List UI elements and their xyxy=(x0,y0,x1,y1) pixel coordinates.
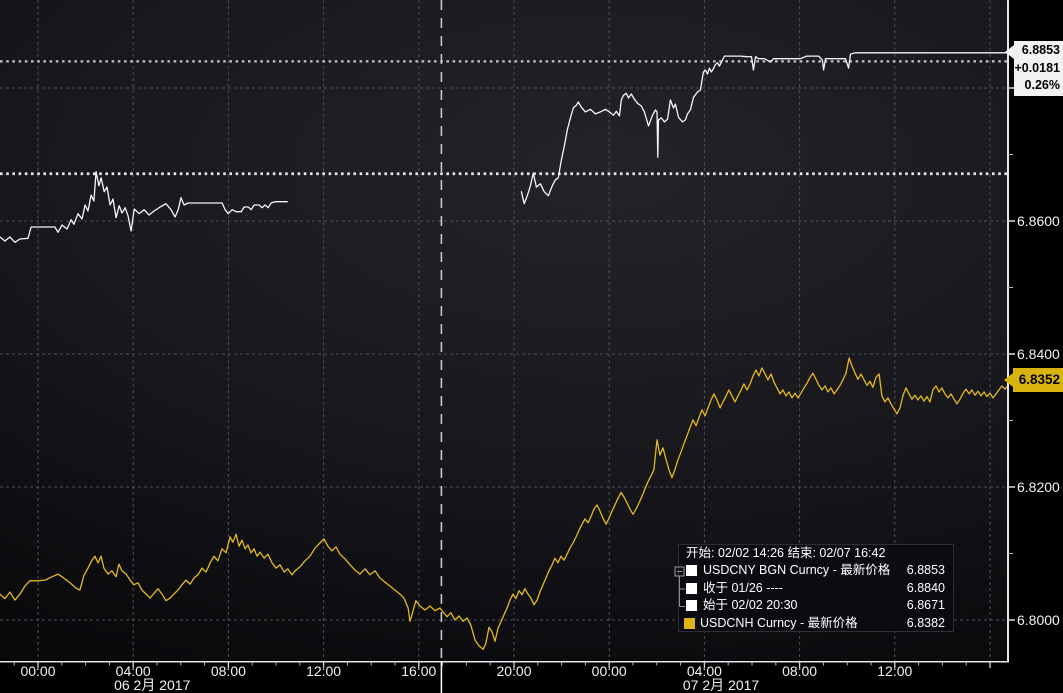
legend-time-range: 开始: 02/02 14:26 结束: 02/07 16:42 xyxy=(686,546,886,560)
usdcnh-price-tag: 6.8352 xyxy=(1004,368,1063,392)
usdcny-last-price: 6.8853 xyxy=(1021,43,1060,57)
legend-value: 6.8840 xyxy=(906,580,945,595)
close-line-swatch xyxy=(686,582,697,594)
x-axis-label: 04:00 xyxy=(115,663,151,679)
legend-label: USDCNY BGN Curncy - 最新价格 xyxy=(703,563,891,578)
usdcny-series-line xyxy=(0,171,288,243)
x-axis-label: 00:00 xyxy=(20,663,56,679)
x-axis-label: 16:00 xyxy=(401,663,437,679)
legend-value: 6.8671 xyxy=(906,598,945,613)
usdcny-net-change: +0.0181 xyxy=(1014,60,1060,75)
legend-label: 始于 02/02 20:30 xyxy=(703,598,798,613)
x-axis-label: 08:00 xyxy=(210,663,246,679)
usdcny-swatch xyxy=(686,565,697,577)
y-axis-label: 6.8400 xyxy=(1017,346,1060,362)
legend-row-close-0126[interactable]: 收于 01/26 ---- 6.8840 xyxy=(679,580,953,597)
x-axis-date-label: 07 2月 2017 xyxy=(682,677,760,693)
x-axis-label: 00:00 xyxy=(591,663,627,679)
legend-row-usdcny[interactable]: USDCNY BGN Curncy - 最新价格 6.8853 xyxy=(679,562,953,579)
usdcny-series-line xyxy=(520,52,1007,205)
x-axis-label: 12:00 xyxy=(877,663,913,679)
axis-frame xyxy=(0,0,1015,693)
chart-legend-panel[interactable]: 开始: 02/02 14:26 结束: 02/07 16:42 USDCNY B… xyxy=(674,544,954,632)
x-axis-date-label: 06 2月 2017 xyxy=(114,677,191,693)
x-axis-label: 08:00 xyxy=(782,663,818,679)
legend-value: 6.8382 xyxy=(906,615,945,630)
usdcny-price-tag: 6.8853 +0.0181 0.26% xyxy=(1005,41,1063,96)
x-axis-label: 12:00 xyxy=(306,663,342,679)
x-axis-label: 04:00 xyxy=(686,663,722,679)
y-axis-label: 6.8200 xyxy=(1017,479,1060,495)
series-lines xyxy=(0,52,1007,650)
gridlines xyxy=(0,0,1007,661)
usdcnh-last-price: 6.8352 xyxy=(1018,372,1060,387)
open-line-swatch xyxy=(686,600,697,612)
legend-tree-expander-icon[interactable] xyxy=(674,563,692,615)
legend-row-usdcnh[interactable]: USDCNH Curncy - 最新价格 6.8382 xyxy=(679,615,953,632)
legend-label: USDCNH Curncy - 最新价格 xyxy=(700,615,858,630)
legend-label: 收于 01/26 ---- xyxy=(703,580,783,595)
usdcnh-series-line xyxy=(0,357,1007,650)
y-axis-label: 6.8600 xyxy=(1017,213,1060,229)
legend-row-session-open[interactable]: 始于 02/02 20:30 6.8671 xyxy=(679,597,953,614)
usdcnh-swatch xyxy=(684,617,695,629)
legend-value: 6.8853 xyxy=(906,563,945,578)
usdcny-pct-change: 0.26% xyxy=(1024,78,1060,93)
x-axis-label: 20:00 xyxy=(496,663,532,679)
y-axis-label: 6.8000 xyxy=(1017,612,1060,628)
